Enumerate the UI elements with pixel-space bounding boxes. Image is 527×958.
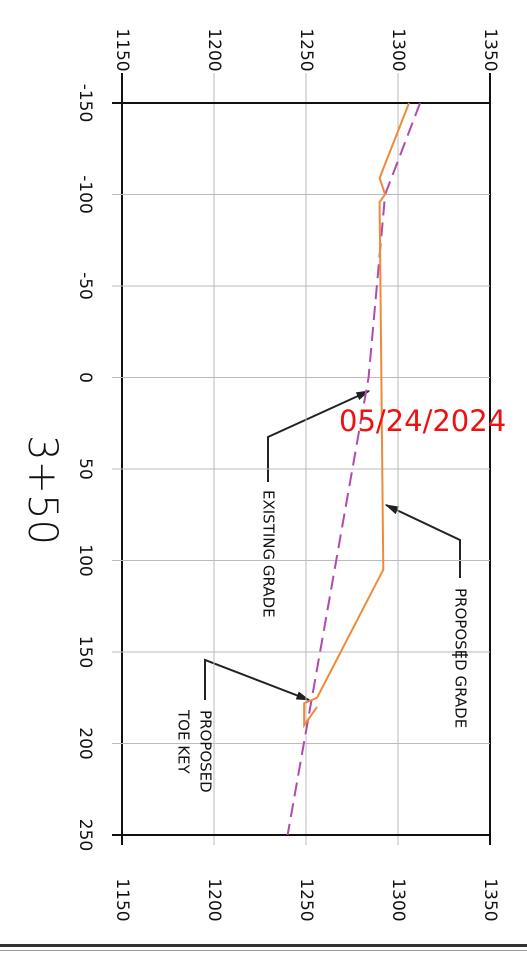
y-tick-label: 1200 [204,28,224,71]
leader-line [267,390,371,482]
x-tick-label: -150 [75,84,95,123]
x-tick-label: 50 [75,458,95,480]
y-tick-label: 1150 [112,878,132,921]
annotation: EXISTING GRADE [260,490,278,618]
grade-line [286,102,422,836]
x-tick-label: 200 [75,727,95,759]
y-tick-label: 1350 [480,878,500,921]
page-border [0,944,527,947]
chart-title: 3+50 [19,435,65,545]
page-border [0,950,527,951]
y-tick-label: 1250 [296,878,316,921]
x-tick-label: 100 [75,544,95,576]
x-tick-label: 150 [75,636,95,668]
date-stamp: 05/24/2024 [339,404,506,438]
x-tick-label: 250 [75,819,95,851]
annotation: PROPOSED GRADE [452,588,470,728]
x-tick-label: 0 [75,372,95,383]
y-tick-label: 1300 [388,28,408,71]
annotation: PROPOSED [197,710,215,793]
x-tick-label: -50 [75,272,95,300]
y-tick-label: 1200 [204,878,224,921]
leaders [204,390,468,701]
y-tick-label: 1250 [296,28,316,71]
leader-line [384,504,461,578]
leader-line [204,658,311,701]
y-tick-label: 1300 [388,878,408,921]
y-tick-label: 1350 [480,28,500,71]
annotation: TOE KEY [175,709,193,775]
grade-line [303,102,410,729]
y-tick-label: 1150 [112,28,132,71]
x-tick-label: -100 [75,175,95,214]
